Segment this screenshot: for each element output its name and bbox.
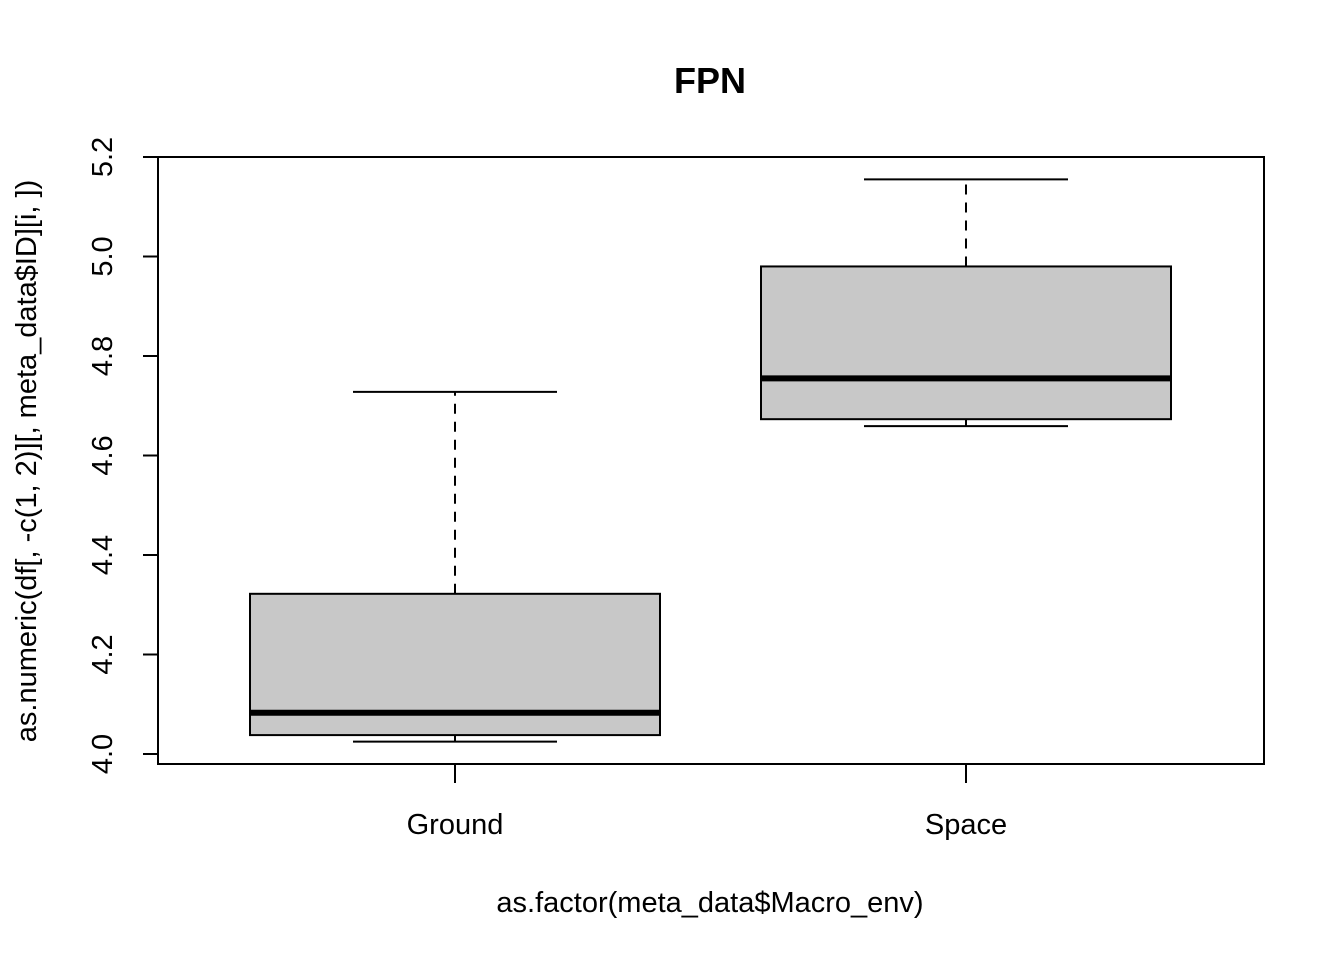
boxes-layer (249, 178, 1172, 743)
y-tick-label: 5.2 (87, 137, 119, 177)
x-tick-label: Ground (407, 809, 504, 841)
y-axis: 4.0 4.2 4.4 4.6 4.8 5.0 5.2 (87, 137, 159, 774)
y-tick-label: 4.6 (87, 435, 119, 475)
y-tick-label: 4.8 (87, 336, 119, 376)
y-tick-label: 5.0 (87, 236, 119, 276)
y-tick-label: 4.2 (87, 634, 119, 674)
iqr-box (760, 265, 1172, 421)
chart-title: FPN (674, 60, 746, 101)
box-space (760, 178, 1172, 428)
x-axis-label: as.factor(meta_data$Macro_env) (496, 887, 923, 919)
box-ground (249, 390, 661, 743)
x-tick-label: Space (925, 809, 1007, 841)
y-tick-label: 4.4 (87, 535, 119, 575)
y-axis-label: as.numeric(df[, -c(1, 2)][, meta_data$ID… (11, 180, 43, 742)
x-axis: Ground Space (407, 764, 1007, 841)
y-tick-label: 4.0 (87, 734, 119, 774)
